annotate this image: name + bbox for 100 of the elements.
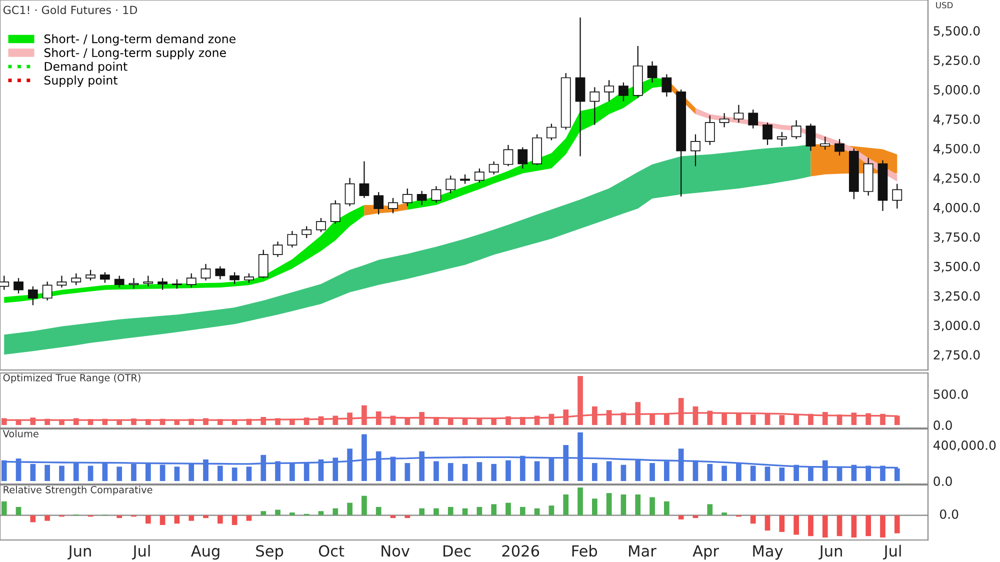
candlestick xyxy=(820,136,830,150)
bar xyxy=(59,466,64,482)
candlestick xyxy=(762,122,772,146)
candlestick xyxy=(446,175,456,194)
bar xyxy=(894,515,900,534)
bar xyxy=(419,508,424,516)
candlestick xyxy=(244,272,254,284)
bar xyxy=(563,494,569,516)
candlestick xyxy=(28,286,38,306)
candlestick xyxy=(388,197,398,214)
candlestick xyxy=(460,174,470,184)
candlestick xyxy=(590,86,600,126)
candlestick xyxy=(416,190,427,206)
candlestick xyxy=(503,144,514,167)
candlestick xyxy=(0,275,10,290)
bar xyxy=(462,508,468,516)
candlestick xyxy=(330,200,340,224)
bar xyxy=(650,463,655,482)
legend-label: Short- / Long-term demand zone xyxy=(44,34,236,46)
candlestick xyxy=(56,275,67,288)
x-tick-label: Apr xyxy=(692,545,719,560)
y-tick-label: 4,500.0 xyxy=(933,144,980,155)
bar xyxy=(362,496,367,516)
bar xyxy=(620,494,626,516)
chart-title: GC1! · Gold Futures · 1D xyxy=(3,6,138,14)
bar xyxy=(318,511,324,516)
bar xyxy=(462,464,468,482)
bar xyxy=(534,508,540,516)
bar xyxy=(592,463,598,482)
chart-title: Relative Strength Comparative xyxy=(4,486,152,496)
bar xyxy=(722,512,727,516)
bar xyxy=(290,512,295,516)
bar xyxy=(750,515,756,524)
y-tick-label: 0.0 xyxy=(934,476,952,486)
candlestick xyxy=(316,217,326,233)
bar xyxy=(650,497,655,516)
candlestick xyxy=(806,123,816,152)
bar xyxy=(548,506,554,516)
candlestick xyxy=(302,226,312,239)
bar xyxy=(203,515,208,518)
x-tick-label: Aug xyxy=(190,545,220,560)
bar xyxy=(116,466,122,482)
candlestick xyxy=(100,272,110,284)
bar xyxy=(145,515,151,524)
x-tick-label: Nov xyxy=(382,545,410,557)
candlestick xyxy=(618,82,628,102)
y-tick-label: 5,000.0 xyxy=(934,85,980,96)
candlestick xyxy=(114,275,124,288)
candlestick xyxy=(215,266,226,280)
bar xyxy=(836,515,842,536)
candlestick xyxy=(791,120,802,140)
bar xyxy=(606,493,612,516)
bar xyxy=(476,462,482,482)
candlestick xyxy=(704,114,715,146)
candlestick xyxy=(748,109,758,129)
bar xyxy=(491,464,497,482)
bar xyxy=(404,515,410,518)
y-tick-label: 5,500.0 xyxy=(934,26,980,37)
bar xyxy=(476,506,482,516)
bar xyxy=(116,515,122,518)
x-tick-label: Dec xyxy=(444,545,471,557)
bar xyxy=(808,515,814,536)
y-tick-label: 3,250.0 xyxy=(934,291,980,302)
bar xyxy=(794,515,799,535)
bar xyxy=(448,463,454,482)
candlestick xyxy=(272,241,283,258)
candlestick xyxy=(604,80,614,102)
bar xyxy=(491,504,497,516)
candlestick xyxy=(546,123,556,141)
bar xyxy=(174,466,180,482)
candlestick xyxy=(431,186,442,204)
bar xyxy=(722,466,727,482)
bar xyxy=(232,468,238,482)
candlestick xyxy=(344,177,355,207)
candlestick xyxy=(402,188,412,207)
candlestick xyxy=(200,263,211,281)
y-tick-label: 400,000.0 xyxy=(933,440,996,452)
y-tick-label: 4,000.0 xyxy=(933,202,980,214)
bar xyxy=(275,510,280,516)
bar xyxy=(635,494,641,516)
bar xyxy=(620,464,626,482)
bar xyxy=(44,515,50,521)
bar xyxy=(44,464,50,482)
candlestick xyxy=(42,281,52,302)
candlestick xyxy=(892,183,902,210)
bar xyxy=(260,511,266,516)
candlestick xyxy=(258,249,268,279)
bar xyxy=(592,498,598,516)
bar xyxy=(434,508,439,516)
x-tick-label: Feb xyxy=(572,544,598,557)
bar xyxy=(188,515,194,521)
x-tick-label: May xyxy=(753,545,783,560)
bar xyxy=(764,515,770,531)
candlestick xyxy=(14,278,24,294)
x-tick-label: Mar xyxy=(629,545,656,557)
x-tick-label: 2026 xyxy=(502,545,540,557)
bar xyxy=(232,515,238,525)
bar xyxy=(332,508,338,516)
candlestick xyxy=(719,112,730,128)
candlestick xyxy=(647,60,658,84)
